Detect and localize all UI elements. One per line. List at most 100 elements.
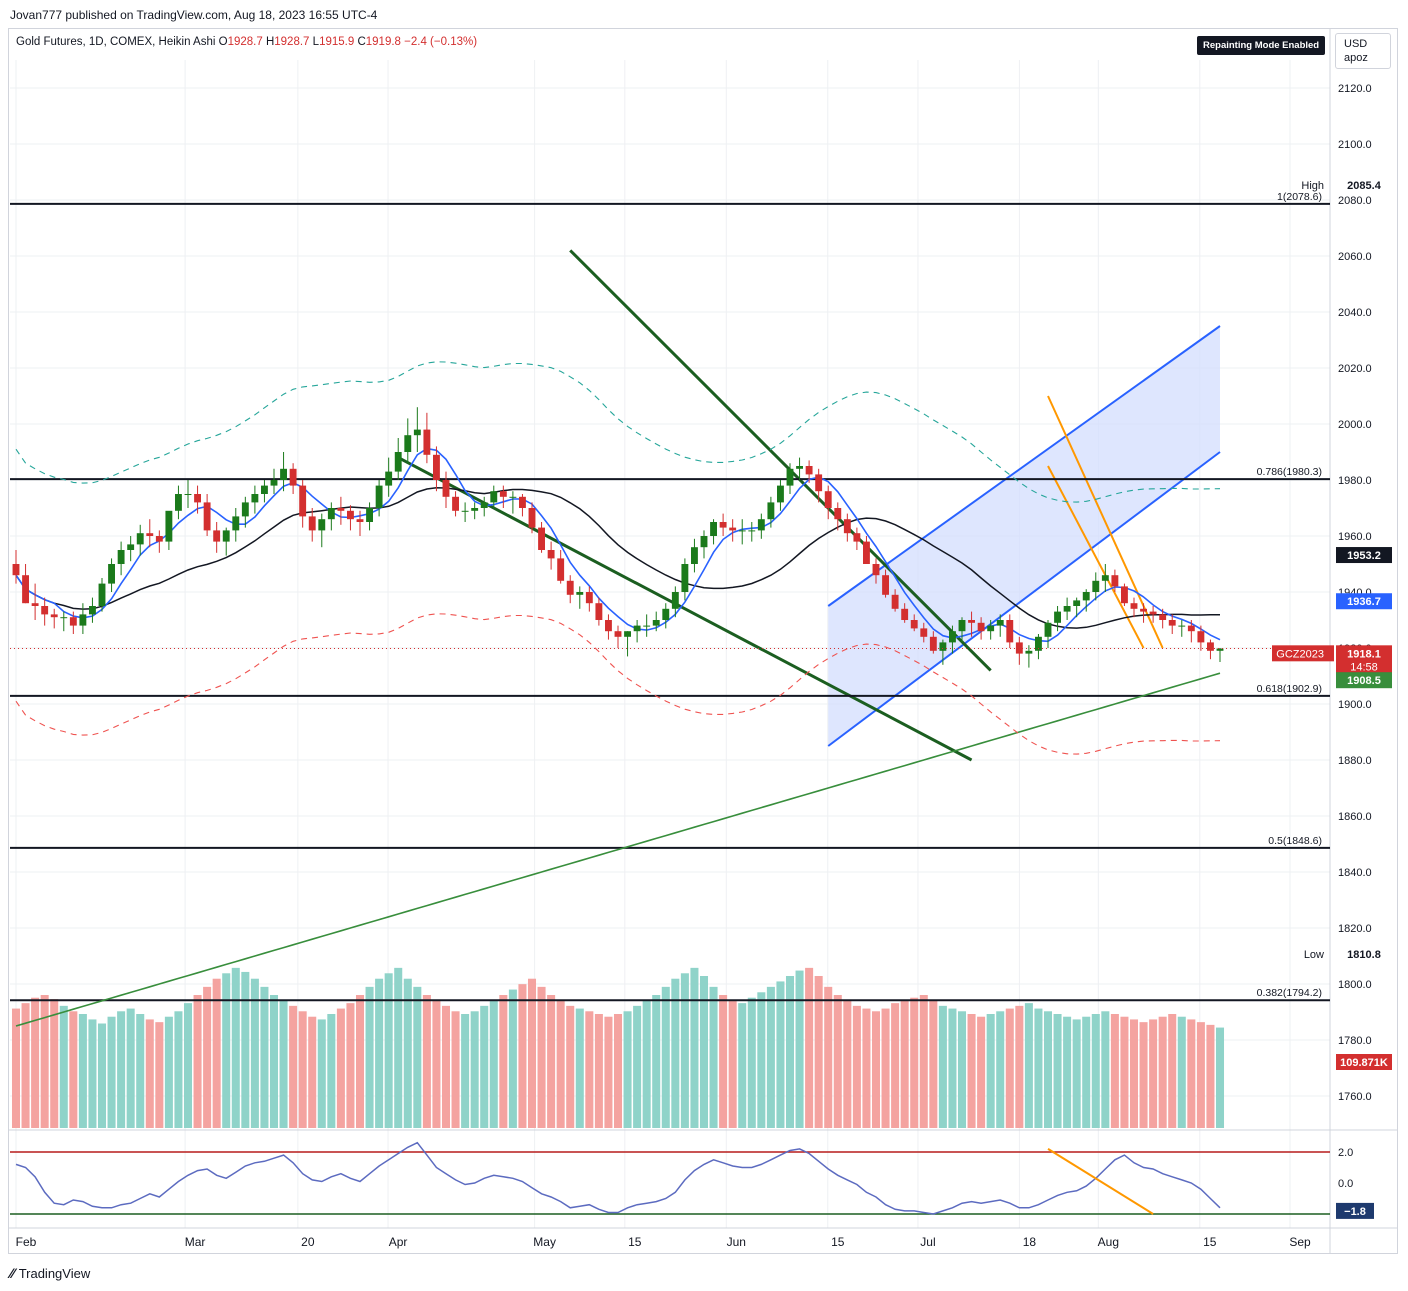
price-axis-tick: 1860.0 xyxy=(1338,811,1372,823)
volume-bar xyxy=(919,995,928,1128)
volume-bar xyxy=(1082,1016,1091,1128)
price-axis-tick: 1980.0 xyxy=(1338,475,1372,487)
candle-body xyxy=(643,625,651,627)
candle-body xyxy=(958,620,966,632)
candle-body xyxy=(337,508,345,511)
candle-body xyxy=(824,491,832,508)
volume-bar xyxy=(680,973,689,1128)
candle-body xyxy=(452,496,459,511)
volume-bar xyxy=(1005,1008,1014,1128)
candle-body xyxy=(968,620,975,623)
volume-bar xyxy=(719,995,728,1128)
candle-body xyxy=(901,608,909,620)
candle-body xyxy=(69,617,77,626)
time-axis-tick: Jul xyxy=(920,1235,935,1249)
candle-body xyxy=(796,466,803,469)
candle-body xyxy=(691,547,698,564)
low-price-label-name: Low xyxy=(1304,949,1324,961)
candle-body xyxy=(423,429,431,455)
candle-body xyxy=(356,519,364,522)
candle-body xyxy=(1101,575,1109,581)
candle-body xyxy=(595,603,603,620)
candle-body xyxy=(786,468,794,486)
volume-bar xyxy=(929,1000,938,1128)
candle-body xyxy=(1140,608,1147,612)
volume-bar xyxy=(21,1003,30,1128)
currency-unit-button[interactable]: USD apoz xyxy=(1335,33,1391,69)
candle-body xyxy=(366,508,373,522)
time-axis-tick: Sep xyxy=(1289,1235,1311,1249)
time-axis-tick: 20 xyxy=(301,1235,315,1249)
candle-body xyxy=(509,496,517,498)
candle-body xyxy=(576,592,584,595)
time-axis-tick: Feb xyxy=(16,1235,37,1249)
candle-body xyxy=(977,622,985,632)
candle-body xyxy=(605,620,612,632)
candle-body xyxy=(117,550,125,564)
candle-body xyxy=(853,533,861,542)
volume-bar xyxy=(40,995,49,1128)
volume-bar xyxy=(50,999,59,1128)
candle-body xyxy=(939,642,947,651)
volume-bar xyxy=(355,995,365,1128)
candle-body xyxy=(633,625,641,632)
candle-body xyxy=(241,502,249,517)
volume-bar xyxy=(699,976,709,1128)
candle-body xyxy=(41,606,49,615)
volume-bar xyxy=(585,1011,594,1128)
volume-bar xyxy=(212,978,221,1128)
candle-body xyxy=(404,435,412,452)
volume-bar xyxy=(1053,1014,1062,1128)
volume-bar xyxy=(891,1003,900,1128)
volume-bar xyxy=(441,1005,451,1128)
volume-bar xyxy=(967,1014,976,1128)
candle-body xyxy=(60,617,68,619)
candle-body xyxy=(585,592,593,604)
candle-body xyxy=(1015,642,1023,654)
volume-bar xyxy=(652,995,661,1128)
volume-bar xyxy=(566,1005,575,1128)
volume-bar xyxy=(451,1011,460,1128)
candle-body xyxy=(232,516,240,531)
fib-level-label: 0.618(1902.9) xyxy=(1257,683,1322,695)
volume-bar xyxy=(470,1011,479,1128)
volume-bar xyxy=(527,978,537,1128)
time-axis-tick: Apr xyxy=(389,1235,408,1249)
repaint-badge[interactable]: Repainting Mode Enabled xyxy=(1197,36,1326,55)
candle-body xyxy=(308,516,316,531)
volume-bar xyxy=(107,1016,116,1128)
candle-body xyxy=(624,631,631,637)
time-axis-tick: Jun xyxy=(727,1235,746,1249)
time-axis-tick: 15 xyxy=(1203,1235,1217,1249)
low-price-label: 1810.8 xyxy=(1347,949,1381,961)
ma-200-price-label-box xyxy=(1336,672,1392,689)
volume-bar xyxy=(642,1000,651,1128)
volume-bar xyxy=(1168,1014,1177,1128)
candle-body xyxy=(499,491,507,497)
candle-body xyxy=(461,510,469,512)
ma-fast-line xyxy=(15,447,1221,643)
volume-bar xyxy=(375,978,384,1128)
candle-body xyxy=(566,580,574,595)
ohlc-change: −2.4 (−0.13%) xyxy=(404,36,478,48)
symbol-tag-box xyxy=(1272,645,1334,662)
volume-bar xyxy=(738,1003,747,1128)
unit-label: apoz xyxy=(1344,52,1368,64)
volume-bar xyxy=(776,981,785,1128)
volume-bar xyxy=(432,1000,441,1128)
candle-body xyxy=(843,519,851,534)
volume-bar xyxy=(231,967,240,1128)
candle-body xyxy=(929,636,937,651)
candle-body xyxy=(375,485,383,508)
candle-body xyxy=(251,494,259,503)
volume-price-label: 109.871K xyxy=(1340,1057,1388,1069)
volume-bar xyxy=(843,1000,852,1128)
volume-bar xyxy=(613,1014,623,1128)
candle-body xyxy=(222,530,230,542)
candle-body xyxy=(165,510,173,542)
volume-bar xyxy=(203,986,212,1128)
candle-body xyxy=(261,485,268,494)
candle-body xyxy=(519,496,526,508)
volume-bar xyxy=(1206,1024,1215,1128)
